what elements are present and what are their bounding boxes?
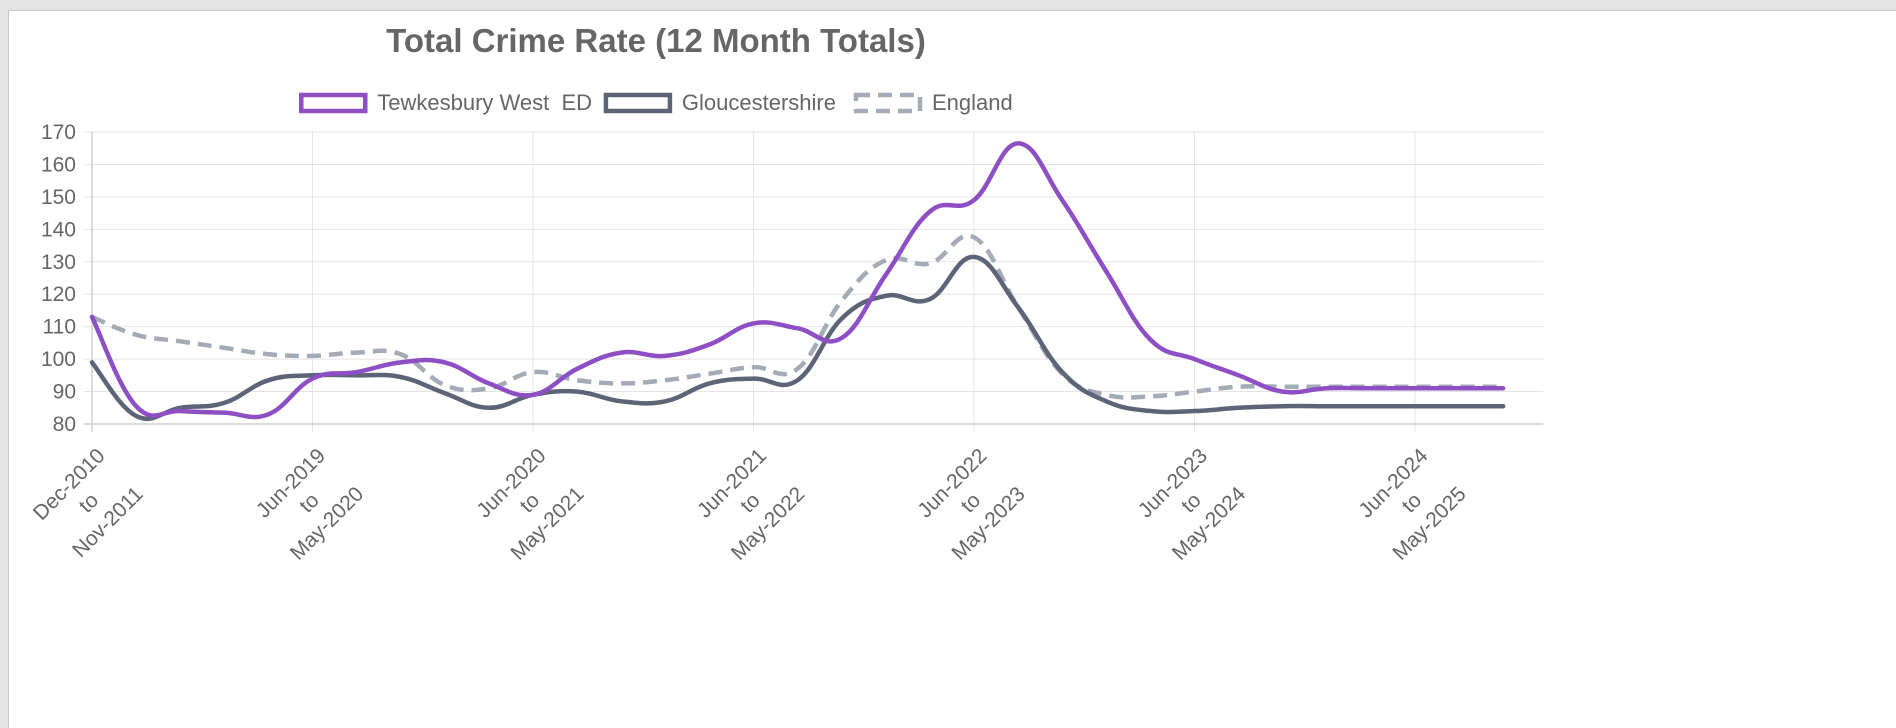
x-tick-label-line: to bbox=[957, 489, 986, 518]
series-line-tewkesbury-west-ed[interactable] bbox=[89, 141, 1506, 420]
legend-swatch bbox=[603, 92, 673, 114]
series-line-gloucestershire[interactable] bbox=[89, 254, 1506, 422]
x-tick-label-line: May-2020 bbox=[286, 482, 368, 564]
x-tick-label-line: Jun-2024 bbox=[1354, 444, 1432, 522]
y-tick-label: 90 bbox=[53, 381, 76, 404]
grid bbox=[84, 131, 1544, 432]
legend-label: Tewkesbury West ED bbox=[377, 90, 592, 115]
line-chart: Total Crime Rate (12 Month Totals) Tewke… bbox=[29, 22, 1544, 565]
x-tick-label-line: to bbox=[295, 489, 324, 518]
y-tick-label: 150 bbox=[41, 186, 76, 209]
y-tick-label: 110 bbox=[43, 316, 76, 339]
x-tick-label-line: May-2021 bbox=[506, 482, 588, 564]
x-tick-label-line: Jun-2022 bbox=[913, 444, 991, 522]
x-tick-label-line: May-2023 bbox=[947, 482, 1029, 564]
x-tick-label-line: to bbox=[75, 489, 104, 518]
x-tick-label-line: May-2022 bbox=[727, 482, 809, 564]
chart-panel: Total Crime Rate (12 Month Totals) Tewke… bbox=[8, 10, 1896, 728]
y-tick-label: 80 bbox=[53, 413, 76, 436]
legend-label: Gloucestershire bbox=[682, 90, 836, 115]
legend-item[interactable]: Gloucestershire bbox=[603, 90, 836, 115]
x-tick-label-line: Jun-2019 bbox=[252, 444, 330, 522]
legend[interactable]: Tewkesbury West ED Gloucestershire England bbox=[299, 90, 1013, 115]
legend-swatch bbox=[299, 92, 368, 114]
x-tick-label-line: to bbox=[736, 489, 765, 518]
chart-title: Total Crime Rate (12 Month Totals) bbox=[386, 22, 926, 59]
x-tick-label-line: Dec-2010 bbox=[29, 444, 110, 525]
x-tick-label-line: Jun-2020 bbox=[472, 444, 550, 522]
y-axis: 170 160 150 140 130 120 110 100 90 80 bbox=[41, 121, 76, 436]
y-tick-label: 140 bbox=[41, 218, 76, 241]
x-tick-label-line: to bbox=[1177, 489, 1206, 518]
y-tick-label: 160 bbox=[41, 153, 76, 176]
series-layer bbox=[89, 141, 1506, 422]
y-tick-label: 170 bbox=[41, 121, 76, 144]
legend-swatch bbox=[853, 92, 923, 114]
x-tick-label-line: May-2025 bbox=[1388, 482, 1470, 564]
legend-label: England bbox=[932, 90, 1013, 115]
legend-item[interactable]: England bbox=[853, 90, 1013, 115]
legend-item[interactable]: Tewkesbury West ED bbox=[299, 90, 592, 115]
y-tick-label: 130 bbox=[41, 251, 76, 274]
x-tick-label-line: May-2024 bbox=[1168, 482, 1251, 565]
x-tick-label-line: to bbox=[1398, 489, 1427, 518]
x-tick-label-line: to bbox=[516, 489, 545, 518]
y-tick-label: 120 bbox=[41, 283, 76, 306]
x-tick-label-line: Jun-2023 bbox=[1134, 444, 1212, 522]
y-tick-label: 100 bbox=[41, 348, 76, 371]
x-tick-label-line: Jun-2021 bbox=[693, 444, 771, 522]
series-line-england[interactable] bbox=[91, 233, 1504, 400]
